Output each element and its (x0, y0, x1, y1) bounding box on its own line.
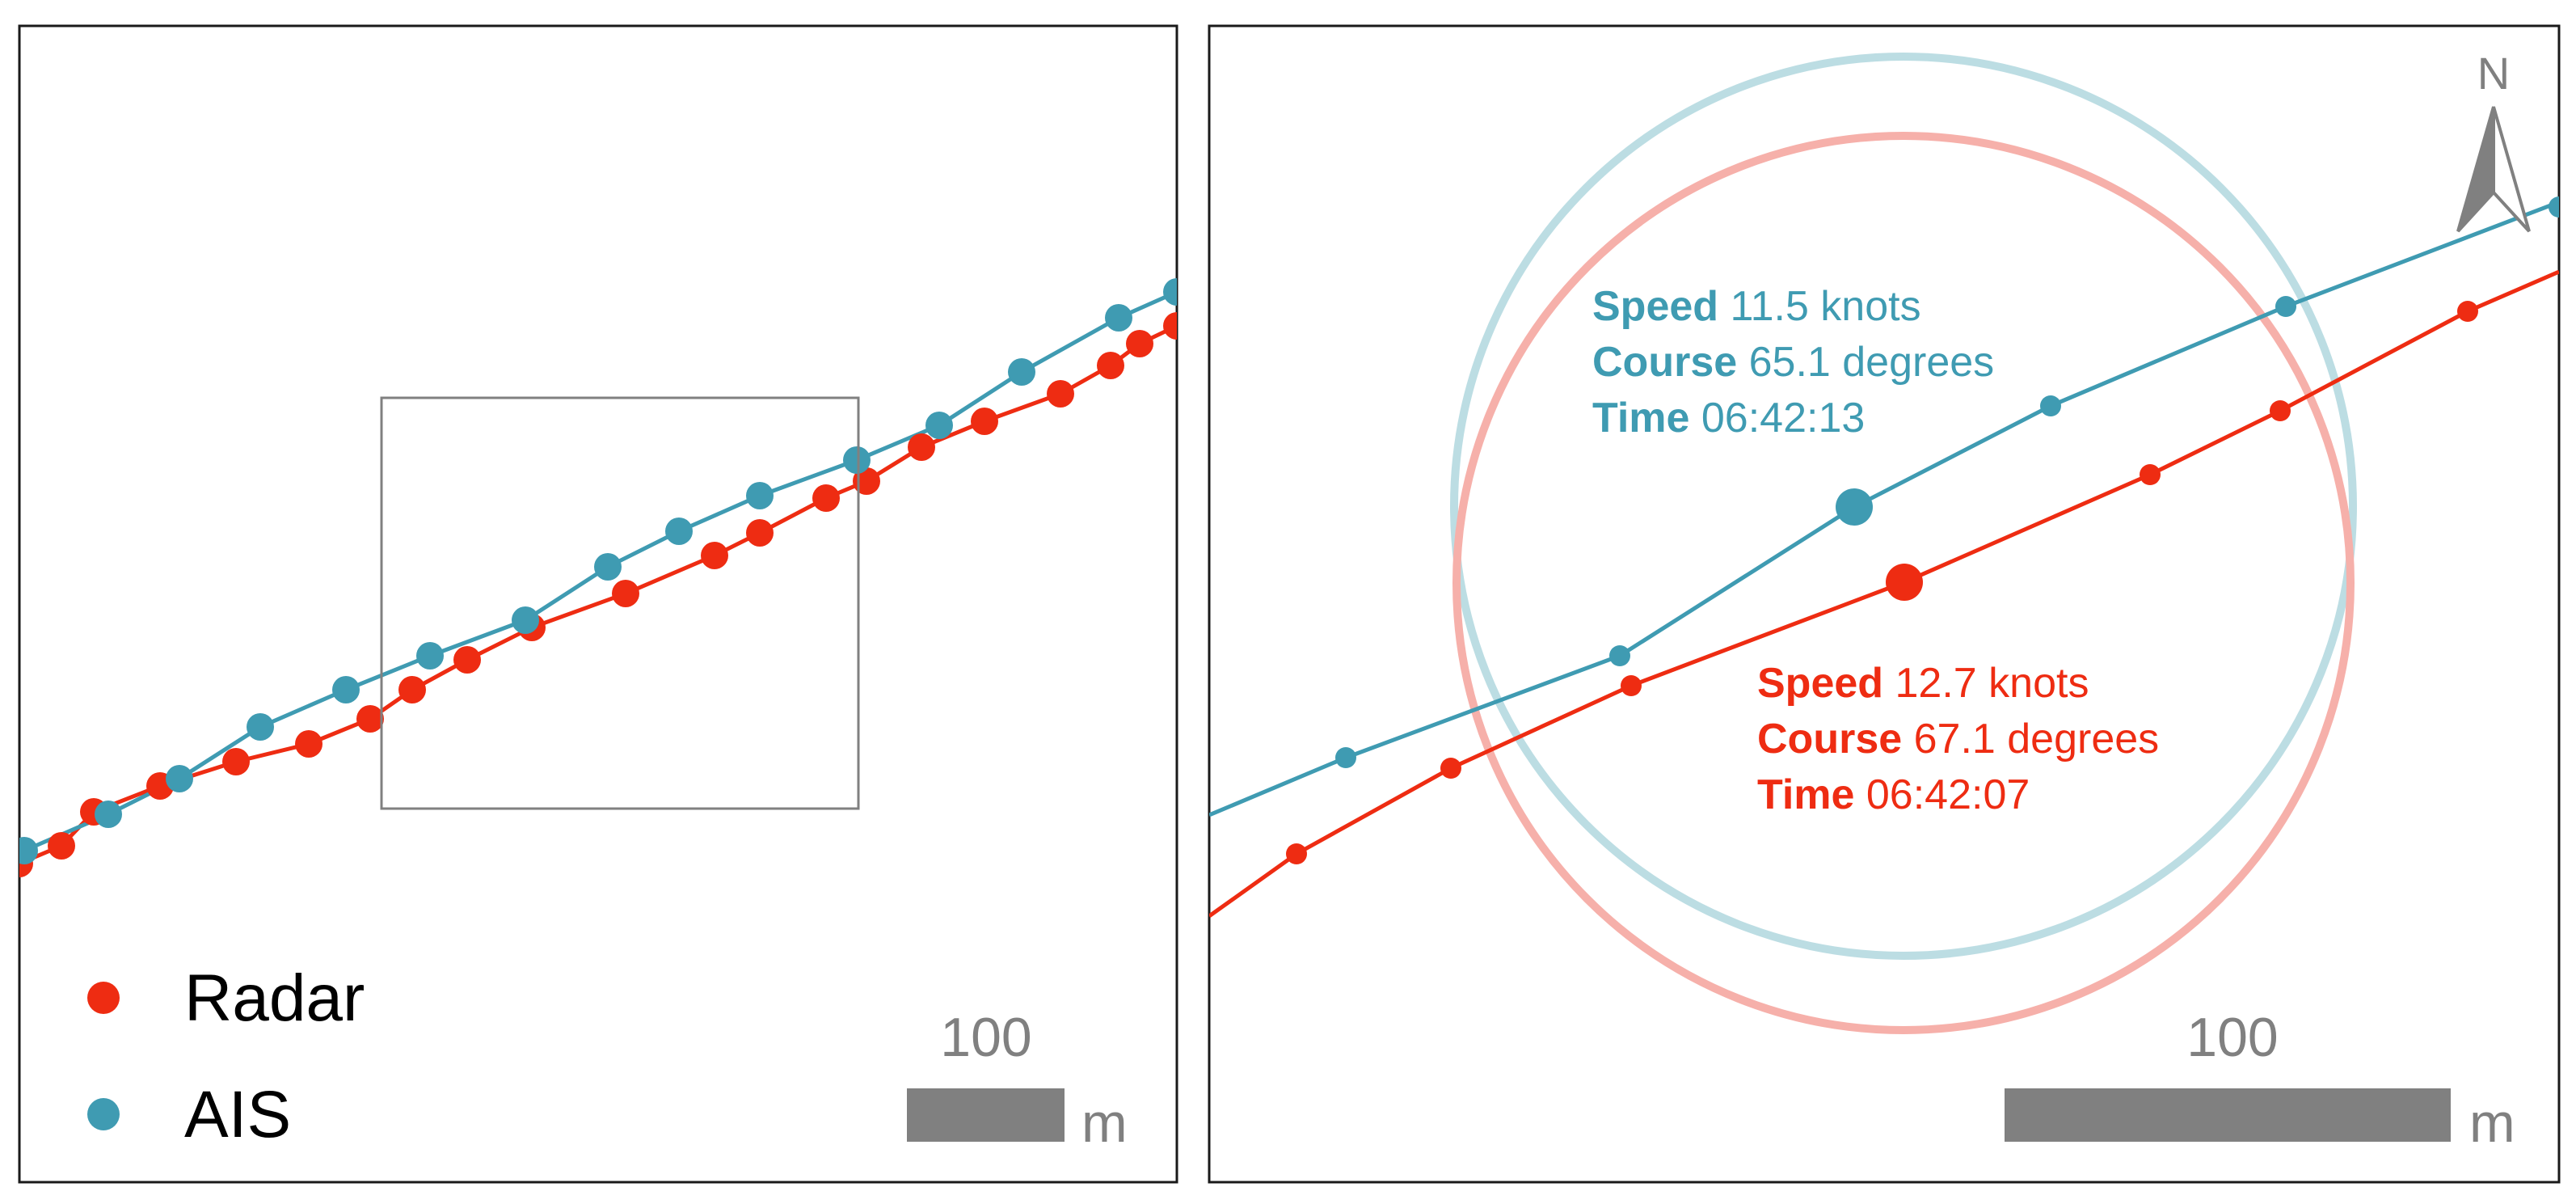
overview-radar-point (398, 676, 426, 703)
overview-ais-point (1163, 278, 1177, 306)
overview-scale-bar: 100 m (907, 1007, 1128, 1154)
detail-scale-bar: 100 m (2005, 1007, 2515, 1154)
overview-ais-point (416, 642, 444, 670)
ais-time-value: 06:42:13 (1701, 395, 1865, 441)
overview-ais-point (332, 676, 360, 703)
legend-radar-label: Radar (184, 961, 365, 1035)
overview-radar-point (1126, 330, 1153, 357)
ais-point-selected (1836, 488, 1873, 526)
overview-radar-point (746, 519, 774, 547)
detail-map-panel: Speed 11.5 knots Course 65.1 degrees Tim… (1208, 24, 2561, 1184)
ais-point (2549, 196, 2559, 218)
ais-info-label: Speed 11.5 knots Course 65.1 degrees Tim… (1592, 283, 1994, 441)
legend-ais-label: AIS (184, 1078, 291, 1151)
legend-radar-marker (87, 982, 120, 1014)
overview-radar-point (222, 748, 250, 775)
overview-radar-point (701, 542, 728, 569)
overview-ais-point (843, 446, 871, 474)
radar-speed-key: Speed (1757, 660, 1883, 707)
radar-point (1621, 675, 1642, 696)
overview-map-panel: Radar AIS 100 m (18, 24, 1178, 1184)
detail-radar-points (1286, 301, 2478, 864)
ais-speed-line: Speed 11.5 knots (1592, 283, 1921, 330)
ais-time-line: Time 06:42:13 (1592, 395, 1865, 441)
overview-ais-point (594, 553, 622, 581)
zoom-extent-box (380, 396, 860, 810)
radar-course-line: Course 67.1 degrees (1757, 716, 2159, 763)
ais-point (1335, 747, 1356, 768)
overview-ais-point (166, 765, 193, 792)
overview-ais-point (665, 518, 693, 545)
north-arrow-outline (2456, 106, 2495, 233)
ais-point (2275, 296, 2296, 317)
north-arrow: N (2456, 48, 2531, 233)
overview-radar-point (295, 730, 323, 758)
overview-ais-points (19, 278, 1177, 864)
ais-point (1609, 645, 1630, 666)
overview-radar-point (453, 646, 481, 674)
detail-ais-points (1335, 196, 2559, 768)
overview-radar-point (1163, 312, 1177, 340)
ais-uncertainty-circle (1450, 53, 2357, 960)
overview-radar-point (908, 433, 935, 461)
overview-radar-point (1047, 380, 1074, 408)
radar-point (1286, 843, 1307, 864)
radar-info-label: Speed 12.7 knots Course 67.1 degrees Tim… (1757, 660, 2159, 818)
detail-scale-unit: m (2469, 1092, 2515, 1154)
radar-speed-line: Speed 12.7 knots (1757, 660, 2089, 707)
ais-point (2040, 395, 2061, 416)
overview-ais-point (1008, 358, 1035, 386)
radar-point-selected (1886, 564, 1923, 601)
overview-radar-point (971, 408, 998, 435)
overview-ais-point (1105, 304, 1132, 332)
north-label: N (2477, 48, 2510, 99)
overview-scale-bar-rect (907, 1088, 1065, 1142)
radar-point (1440, 758, 1461, 779)
detail-map-frame (1208, 24, 2561, 1184)
overview-ais-point (95, 801, 122, 828)
overview-radar-point (812, 484, 840, 512)
radar-speed-value: 12.7 knots (1895, 660, 2089, 707)
radar-point (2457, 301, 2478, 322)
radar-course-value: 67.1 degrees (1914, 716, 2160, 763)
ais-time-key: Time (1592, 395, 1689, 441)
overview-radar-point (1097, 352, 1124, 379)
ais-speed-value: 11.5 knots (1731, 283, 1921, 330)
overview-scale-unit: m (1081, 1092, 1128, 1154)
overview-scale-distance: 100 (940, 1007, 1031, 1068)
overview-ais-point (512, 606, 539, 634)
overview-radar-point (612, 580, 639, 607)
radar-time-key: Time (1757, 771, 1854, 818)
radar-time-value: 06:42:07 (1866, 771, 2030, 818)
ais-speed-key: Speed (1592, 283, 1718, 330)
detail-scale-distance: 100 (2186, 1007, 2278, 1068)
radar-uncertainty-circle (1452, 132, 2355, 1034)
radar-point (2140, 464, 2161, 485)
overview-radar-point (356, 705, 384, 733)
overview-ais-point (746, 482, 774, 509)
radar-point (2270, 400, 2291, 421)
overview-ais-point (247, 713, 274, 741)
overview-ais-point (925, 412, 953, 439)
ais-course-key: Course (1592, 339, 1737, 386)
radar-course-key: Course (1757, 716, 1902, 763)
detail-scale-bar-rect (2005, 1088, 2451, 1142)
radar-time-line: Time 06:42:07 (1757, 771, 2030, 818)
legend-ais-marker (87, 1098, 120, 1130)
ais-course-value: 65.1 degrees (1749, 339, 1995, 386)
overview-radar-point (48, 832, 75, 860)
ais-course-line: Course 65.1 degrees (1592, 339, 1994, 386)
legend: Radar AIS (87, 961, 365, 1151)
overview-ais-point (19, 837, 38, 864)
